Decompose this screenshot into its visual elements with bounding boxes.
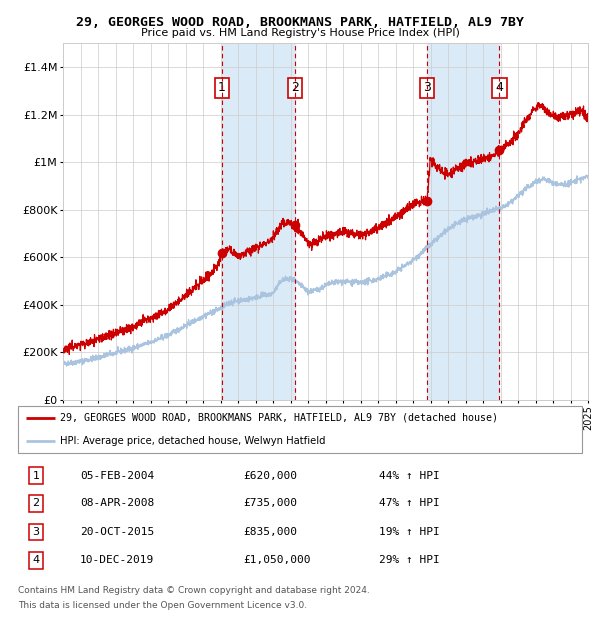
Bar: [222, 43, 295, 400]
Text: 29, GEORGES WOOD ROAD, BROOKMANS PARK, HATFIELD, AL9 7BY (detached house): 29, GEORGES WOOD ROAD, BROOKMANS PARK, H…: [60, 413, 499, 423]
Text: 29, GEORGES WOOD ROAD, BROOKMANS PARK, HATFIELD, AL9 7BY: 29, GEORGES WOOD ROAD, BROOKMANS PARK, H…: [76, 16, 524, 29]
Text: Contains HM Land Registry data © Crown copyright and database right 2024.: Contains HM Land Registry data © Crown c…: [18, 586, 370, 595]
Text: 3: 3: [423, 81, 431, 94]
Text: £835,000: £835,000: [244, 527, 298, 537]
Text: 47% ↑ HPI: 47% ↑ HPI: [379, 498, 440, 508]
Text: 20-OCT-2015: 20-OCT-2015: [80, 527, 154, 537]
Text: 10-DEC-2019: 10-DEC-2019: [80, 556, 154, 565]
Bar: [427, 43, 499, 400]
Text: £1,050,000: £1,050,000: [244, 556, 311, 565]
Text: 4: 4: [32, 556, 40, 565]
Text: 05-FEB-2004: 05-FEB-2004: [80, 471, 154, 480]
Text: £620,000: £620,000: [244, 471, 298, 480]
Text: 3: 3: [32, 527, 40, 537]
Text: 29% ↑ HPI: 29% ↑ HPI: [379, 556, 440, 565]
Text: 1: 1: [218, 81, 226, 94]
Text: 44% ↑ HPI: 44% ↑ HPI: [379, 471, 440, 480]
Text: 4: 4: [496, 81, 503, 94]
Text: Price paid vs. HM Land Registry's House Price Index (HPI): Price paid vs. HM Land Registry's House …: [140, 28, 460, 38]
Text: HPI: Average price, detached house, Welwyn Hatfield: HPI: Average price, detached house, Welw…: [60, 436, 326, 446]
FancyBboxPatch shape: [18, 406, 582, 453]
Text: 2: 2: [32, 498, 40, 508]
Text: £735,000: £735,000: [244, 498, 298, 508]
Text: 08-APR-2008: 08-APR-2008: [80, 498, 154, 508]
Text: 2: 2: [291, 81, 299, 94]
Text: 19% ↑ HPI: 19% ↑ HPI: [379, 527, 440, 537]
Text: 1: 1: [32, 471, 40, 480]
Text: This data is licensed under the Open Government Licence v3.0.: This data is licensed under the Open Gov…: [18, 601, 307, 611]
